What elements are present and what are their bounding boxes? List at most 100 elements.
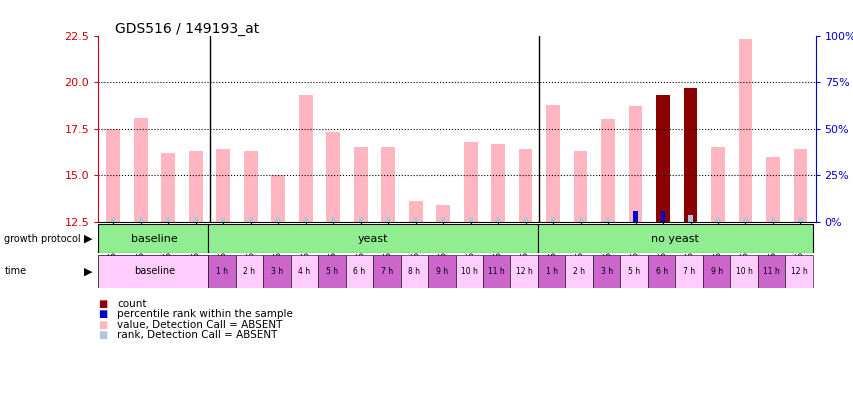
Text: 7 h: 7 h [380,267,392,276]
Bar [550,217,554,222]
Text: 11 h: 11 h [488,267,504,276]
Bar [592,255,619,288]
Text: 1 h: 1 h [545,267,557,276]
Bar [633,211,637,222]
Text: ■: ■ [98,320,107,330]
Bar [660,211,664,222]
Bar [565,255,592,288]
Bar [546,105,560,222]
Text: ■: ■ [98,299,107,309]
Bar [111,217,115,222]
Text: baseline: baseline [131,234,177,244]
Bar [380,147,395,222]
Bar [331,217,335,222]
Bar [660,211,664,222]
Bar [326,132,339,222]
Bar [436,205,450,222]
Bar [606,217,609,222]
Bar [537,224,812,253]
Text: 6 h: 6 h [353,267,365,276]
Bar [688,215,692,222]
Bar [490,144,504,222]
Bar [655,95,669,222]
Bar [537,255,565,288]
Bar [427,255,455,288]
Bar [271,175,285,222]
Bar [400,255,427,288]
Bar [715,217,719,222]
Bar [711,147,724,222]
Bar [413,217,417,222]
Text: 5 h: 5 h [325,267,338,276]
Bar [440,217,444,222]
Bar [683,88,697,222]
Bar [468,217,473,222]
Bar [770,217,775,222]
Bar [138,217,142,222]
Bar [738,39,751,222]
Text: 9 h: 9 h [710,267,722,276]
Text: 8 h: 8 h [408,267,420,276]
Text: value, Detection Call = ABSENT: value, Detection Call = ABSENT [117,320,282,330]
Bar [353,147,367,222]
Bar [757,255,785,288]
Bar [299,95,312,222]
Bar [628,107,641,222]
Bar [683,88,697,222]
Text: ■: ■ [98,330,107,340]
Bar [743,217,746,222]
Bar [496,217,500,222]
Bar [208,224,537,253]
Text: 4 h: 4 h [298,267,310,276]
Bar [98,224,208,253]
Text: 12 h: 12 h [790,267,806,276]
Text: baseline: baseline [134,267,175,276]
Bar [463,142,477,222]
Bar [573,151,587,222]
Bar [409,201,422,222]
Text: 10 h: 10 h [461,267,477,276]
Bar [189,151,202,222]
Text: 2 h: 2 h [572,267,584,276]
Bar [523,217,527,222]
Bar [792,149,806,222]
Bar [317,255,345,288]
Bar [518,149,532,222]
Bar [785,255,812,288]
Bar [194,217,198,222]
Text: 5 h: 5 h [627,267,640,276]
Text: 1 h: 1 h [216,267,228,276]
Text: rank, Detection Call = ABSENT: rank, Detection Call = ABSENT [117,330,277,340]
Bar [655,95,669,222]
Text: 3 h: 3 h [600,267,612,276]
Bar [304,217,307,222]
Bar [765,156,779,222]
Text: 2 h: 2 h [243,267,255,276]
Text: time: time [4,267,26,276]
Bar [455,255,483,288]
Text: no yeast: no yeast [651,234,699,244]
Text: 9 h: 9 h [435,267,447,276]
Bar [358,217,363,222]
Text: yeast: yeast [357,234,388,244]
Bar [798,217,802,222]
Text: 3 h: 3 h [270,267,282,276]
Bar [373,255,400,288]
Text: growth protocol: growth protocol [4,234,81,244]
Bar [221,217,225,222]
Text: ■: ■ [98,309,107,320]
Text: 12 h: 12 h [515,267,532,276]
Bar [601,120,614,222]
Bar [386,217,390,222]
Bar [208,255,235,288]
Bar [161,153,175,222]
Text: 6 h: 6 h [655,267,667,276]
Bar [345,255,373,288]
Text: ▶: ▶ [84,234,92,244]
Bar [263,255,290,288]
Bar [633,211,637,222]
Text: percentile rank within the sample: percentile rank within the sample [117,309,293,320]
Bar [244,151,258,222]
Text: 10 h: 10 h [734,267,751,276]
Bar [483,255,510,288]
